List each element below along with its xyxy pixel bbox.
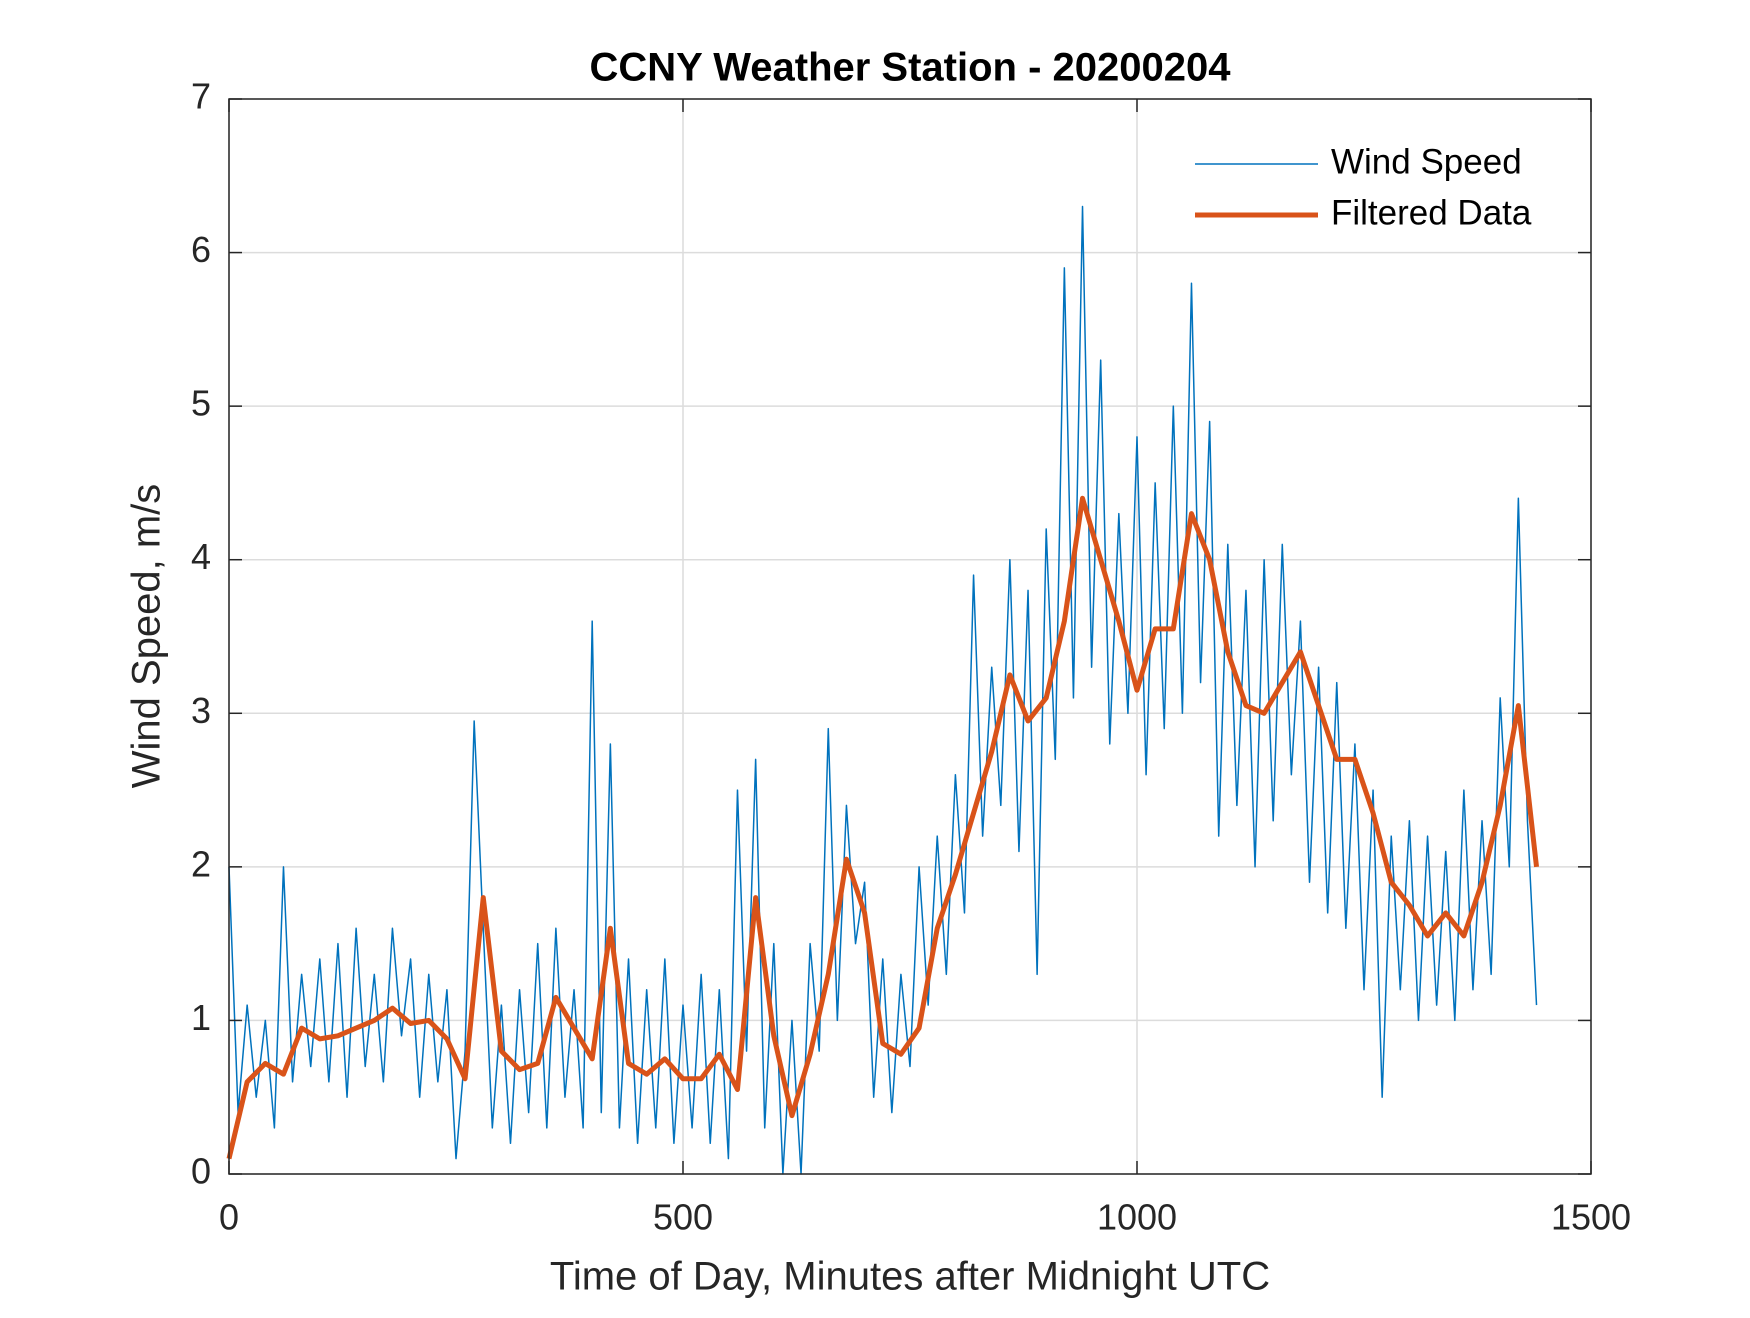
axes-box bbox=[228, 98, 1592, 1175]
x-axis-label: Time of Day, Minutes after Midnight UTC bbox=[550, 1255, 1270, 1299]
chart-title: CCNY Weather Station - 20200204 bbox=[590, 46, 1232, 90]
y-axis-label: Wind Speed, m/s bbox=[125, 484, 169, 789]
y-tick-label: 1 bbox=[191, 997, 211, 1038]
series-line bbox=[226, 495, 1540, 1160]
x-tick-label: 1000 bbox=[1097, 1197, 1177, 1238]
y-tick-label: 6 bbox=[191, 229, 211, 270]
series-line bbox=[228, 205, 1538, 1175]
y-tick-label: 2 bbox=[191, 843, 211, 884]
legend-label: Wind Speed bbox=[1331, 142, 1522, 181]
x-tick-label: 1500 bbox=[1551, 1197, 1631, 1238]
y-tick-label: 5 bbox=[191, 383, 211, 424]
y-tick-label: 7 bbox=[191, 76, 211, 117]
legend: Wind Speed Filtered Data bbox=[1195, 142, 1532, 232]
x-tick-label: 500 bbox=[653, 1197, 713, 1238]
plot-area bbox=[229, 99, 1591, 1174]
y-tick-label: 3 bbox=[191, 690, 211, 731]
y-tick-label: 4 bbox=[191, 536, 211, 577]
ticks: 0 1 2 3 4 5 6 7 0 500 1000 1500 bbox=[191, 76, 1631, 1238]
y-tick-label: 0 bbox=[191, 1151, 211, 1192]
lines bbox=[226, 205, 1540, 1175]
x-tick-label: 0 bbox=[219, 1197, 239, 1238]
legend-label: Filtered Data bbox=[1331, 193, 1532, 232]
